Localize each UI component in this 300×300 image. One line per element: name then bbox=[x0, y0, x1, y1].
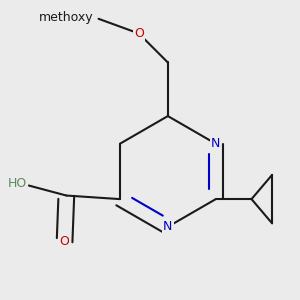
Text: HO: HO bbox=[8, 177, 27, 190]
Text: methoxy: methoxy bbox=[39, 11, 93, 23]
Text: O: O bbox=[134, 27, 144, 40]
Text: N: N bbox=[163, 220, 172, 233]
Text: O: O bbox=[60, 236, 70, 248]
Text: N: N bbox=[211, 137, 220, 150]
